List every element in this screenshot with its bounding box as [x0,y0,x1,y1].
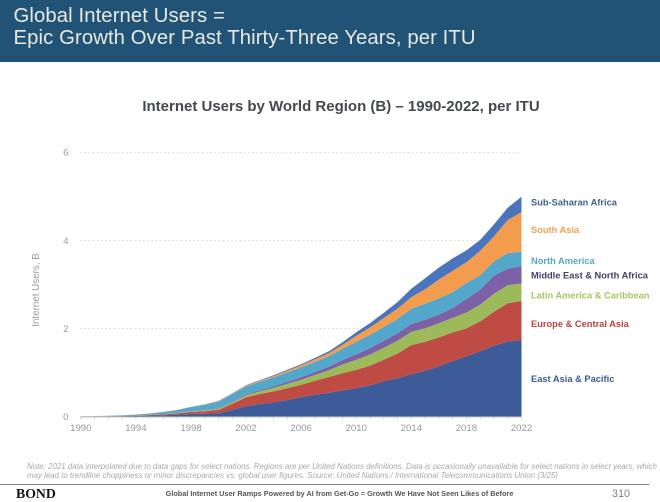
svg-text:East Asia & Pacific: East Asia & Pacific [531,374,614,384]
svg-text:Sub-Saharan Africa: Sub-Saharan Africa [531,198,618,208]
svg-text:0: 0 [63,412,68,423]
svg-text:4: 4 [63,236,69,247]
svg-text:Internet Users, B: Internet Users, B [31,253,42,327]
svg-text:6: 6 [63,148,68,159]
svg-text:2022: 2022 [511,423,532,434]
svg-text:2002: 2002 [235,423,256,434]
svg-text:1990: 1990 [70,423,91,434]
svg-text:Europe & Central Asia: Europe & Central Asia [531,319,630,329]
svg-text:Latin America & Caribbean: Latin America & Caribbean [531,291,650,301]
svg-text:1994: 1994 [125,423,147,434]
svg-text:2014: 2014 [401,423,423,434]
svg-text:2006: 2006 [290,423,311,434]
svg-text:2010: 2010 [346,423,367,434]
svg-text:Middle East & North Africa: Middle East & North Africa [531,271,649,281]
svg-text:North America: North America [531,256,596,266]
svg-text:2018: 2018 [456,423,477,434]
svg-text:2: 2 [63,324,68,335]
svg-text:1998: 1998 [180,423,201,434]
svg-text:South Asia: South Asia [531,225,580,235]
